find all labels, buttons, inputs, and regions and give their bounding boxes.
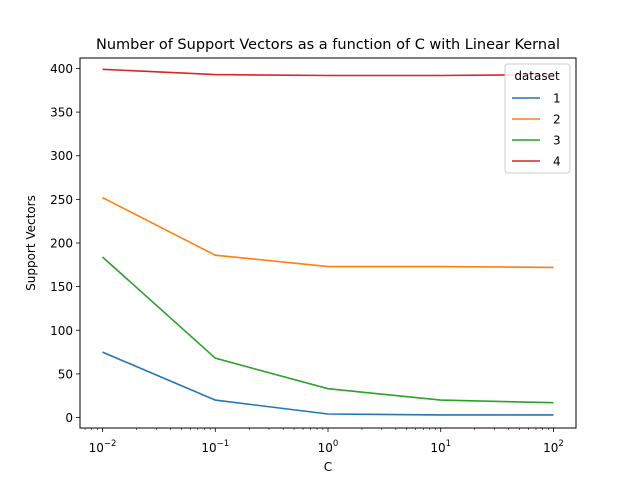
- y-tick-label: 50: [58, 367, 73, 381]
- y-tick-label: 150: [50, 280, 73, 294]
- legend-label-3: 3: [553, 134, 561, 148]
- series-line-2: [102, 196, 554, 269]
- x-tick-label-base: 10: [543, 441, 558, 455]
- y-tick-label: 250: [50, 193, 73, 207]
- x-tick-label-exponent: −2: [104, 439, 117, 449]
- x-tick-label: 102: [543, 439, 564, 455]
- legend-label-2: 2: [553, 113, 561, 127]
- x-tick-label-exponent: 0: [333, 439, 338, 449]
- series-line-4: [102, 68, 554, 77]
- y-axis: 0 50 100 150 200 250 300 350 400: [50, 62, 80, 425]
- x-tick-label: 10−2: [89, 439, 117, 455]
- x-tick-label-exponent: −1: [217, 439, 230, 449]
- x-axis: 10−2 10−1 100 101 102: [84, 428, 564, 455]
- legend-title: dataset: [514, 69, 560, 83]
- x-tick-label: 101: [430, 439, 451, 455]
- x-axis-label: C: [324, 460, 332, 474]
- y-axis-label: Support Vectors: [24, 195, 38, 291]
- series-line-3: [101, 256, 554, 404]
- x-tick-label-base: 10: [201, 441, 216, 455]
- y-tick-label: 350: [50, 106, 73, 120]
- x-tick-label-base: 10: [430, 441, 445, 455]
- legend-label-4: 4: [553, 155, 561, 169]
- chart-title: Number of Support Vectors as a function …: [96, 37, 560, 53]
- x-tick-label: 100: [318, 439, 339, 455]
- y-tick-label: 400: [50, 62, 73, 76]
- x-tick-label: 10−1: [201, 439, 229, 455]
- y-tick-label: 200: [50, 237, 73, 251]
- plot-area: [79, 57, 577, 429]
- x-tick-label-base: 10: [318, 441, 333, 455]
- legend-label-1: 1: [553, 92, 561, 106]
- y-tick-label: 300: [50, 149, 73, 163]
- x-tick-label-base: 10: [89, 441, 104, 455]
- x-tick-label-exponent: 2: [558, 439, 563, 449]
- series-line-1: [102, 351, 554, 416]
- x-tick-label-exponent: 1: [446, 439, 451, 449]
- y-tick-label: 100: [50, 324, 73, 338]
- series-layer: [101, 68, 554, 416]
- legend: dataset 1 2 3 4: [504, 63, 571, 174]
- y-tick-label: 0: [65, 411, 73, 425]
